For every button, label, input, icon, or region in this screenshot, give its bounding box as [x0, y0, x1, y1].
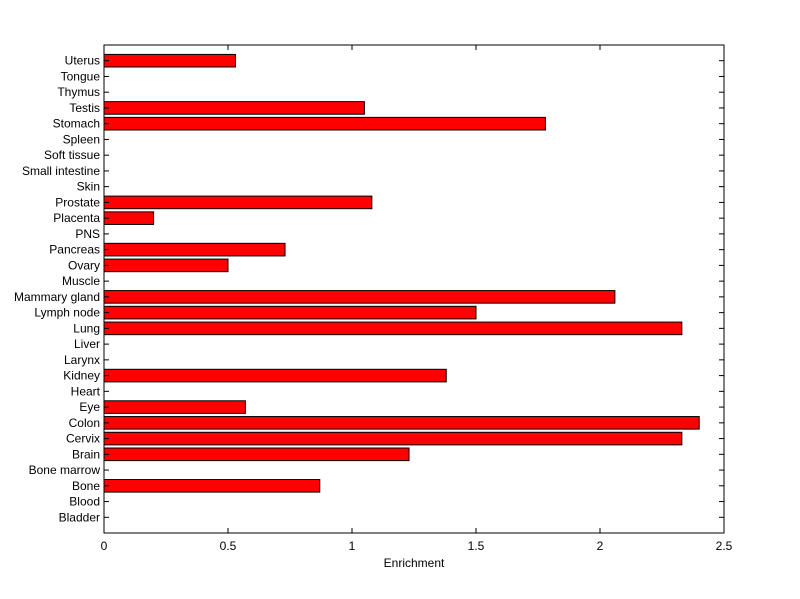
x-tick-label: 2: [597, 539, 604, 553]
y-tick-label: Skin: [77, 180, 100, 194]
ticks-group: [103, 45, 725, 533]
bar-uterus: [103, 53, 236, 68]
bar-lymph-node: [103, 305, 477, 320]
plot-frame: [103, 44, 725, 534]
bar-ovary: [103, 258, 229, 273]
y-tick-label: PNS: [75, 227, 100, 241]
y-tick-label: Cervix: [66, 432, 100, 446]
y-tick-label: Heart: [71, 384, 101, 398]
y-tick-label: Bladder: [59, 510, 100, 524]
bar-cervix: [103, 431, 683, 446]
y-tick-label: Placenta: [53, 211, 100, 225]
bar-eye: [103, 400, 246, 414]
bar-bone: [103, 479, 321, 493]
bar-prostate: [103, 195, 373, 210]
bar-kidney: [103, 368, 447, 383]
x-tick-label: 1.5: [468, 539, 485, 553]
y-tick-label: Liver: [74, 337, 100, 351]
bar-brain: [103, 447, 410, 462]
y-tick-label: Colon: [69, 416, 100, 430]
x-tick-labels: 0 0.5 1 1.5 2 2.5: [101, 539, 733, 553]
x-tick-label: 0.5: [220, 539, 237, 553]
y-tick-label: Prostate: [55, 195, 100, 209]
bar-pancreas: [103, 242, 286, 257]
bar-testis: [103, 101, 365, 115]
x-tick-label: 1: [349, 539, 356, 553]
y-tick-label: Soft tissue: [44, 148, 100, 162]
bar-lung: [103, 321, 683, 336]
y-tick-label: Lung: [73, 321, 100, 335]
y-tick-label: Brain: [72, 447, 100, 461]
y-tick-label: Mammary gland: [14, 290, 100, 304]
y-tick-label: Larynx: [64, 353, 100, 367]
x-tick-label: 2.5: [716, 539, 733, 553]
y-tick-label: Muscle: [62, 274, 100, 288]
y-tick-label: Bone marrow: [29, 463, 101, 477]
x-axis-label: Enrichment: [384, 556, 445, 570]
y-tick-label: Small intestine: [22, 164, 100, 178]
bar-mammary-gland: [103, 290, 616, 304]
y-tick-label: Uterus: [65, 54, 100, 68]
y-tick-label: Stomach: [53, 117, 100, 131]
y-tick-label: Testis: [69, 101, 100, 115]
bar-stomach: [103, 116, 546, 131]
y-tick-label: Bone: [72, 479, 100, 493]
bar-colon: [103, 416, 700, 430]
y-tick-label: Spleen: [63, 132, 100, 146]
y-tick-label: Eye: [79, 400, 100, 414]
x-tick-label: 0: [101, 539, 108, 553]
y-tick-label: Kidney: [63, 369, 100, 383]
y-tick-label: Pancreas: [49, 243, 100, 257]
y-tick-label: Blood: [69, 495, 100, 509]
y-tick-label: Thymus: [57, 85, 100, 99]
y-tick-label: Ovary: [68, 258, 100, 272]
bar-placenta: [103, 211, 155, 225]
y-tick-label: Lymph node: [34, 306, 100, 320]
y-tick-label: Tongue: [61, 69, 101, 83]
